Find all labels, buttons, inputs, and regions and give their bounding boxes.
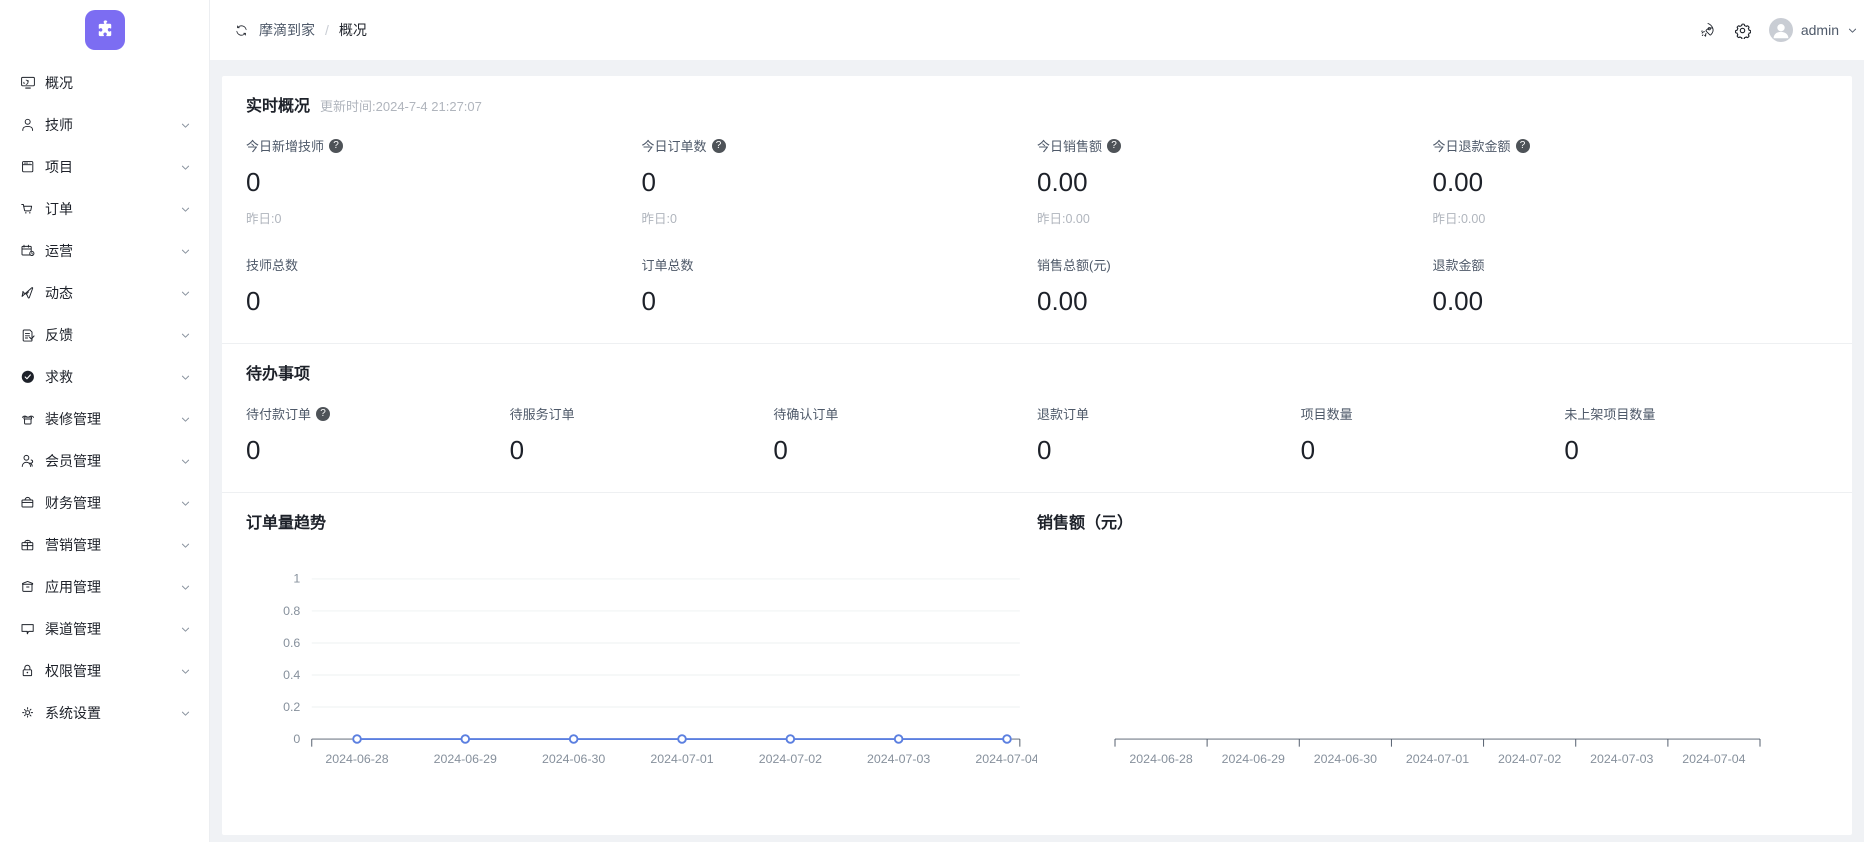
svg-text:2024-07-01: 2024-07-01 (1406, 752, 1469, 766)
svg-text:1: 1 (293, 572, 300, 586)
svg-text:2024-06-30: 2024-06-30 (542, 752, 605, 766)
svg-text:2024-07-03: 2024-07-03 (867, 752, 930, 766)
svg-text:0.6: 0.6 (283, 636, 300, 650)
svg-text:2024-07-02: 2024-07-02 (1498, 752, 1561, 766)
svg-text:2024-07-04: 2024-07-04 (1682, 752, 1745, 766)
svg-text:0.8: 0.8 (283, 604, 300, 618)
svg-text:2024-06-29: 2024-06-29 (434, 752, 497, 766)
svg-text:2024-07-02: 2024-07-02 (759, 752, 822, 766)
svg-text:0.4: 0.4 (283, 668, 300, 682)
svg-text:2024-06-28: 2024-06-28 (325, 752, 388, 766)
svg-text:2024-07-04: 2024-07-04 (975, 752, 1037, 766)
svg-text:2024-06-30: 2024-06-30 (1314, 752, 1377, 766)
svg-text:2024-06-29: 2024-06-29 (1222, 752, 1285, 766)
svg-text:2024-06-28: 2024-06-28 (1129, 752, 1192, 766)
svg-text:2024-07-01: 2024-07-01 (650, 752, 713, 766)
svg-text:0.2: 0.2 (283, 700, 300, 714)
svg-text:2024-07-03: 2024-07-03 (1590, 752, 1653, 766)
svg-text:0: 0 (293, 732, 300, 746)
